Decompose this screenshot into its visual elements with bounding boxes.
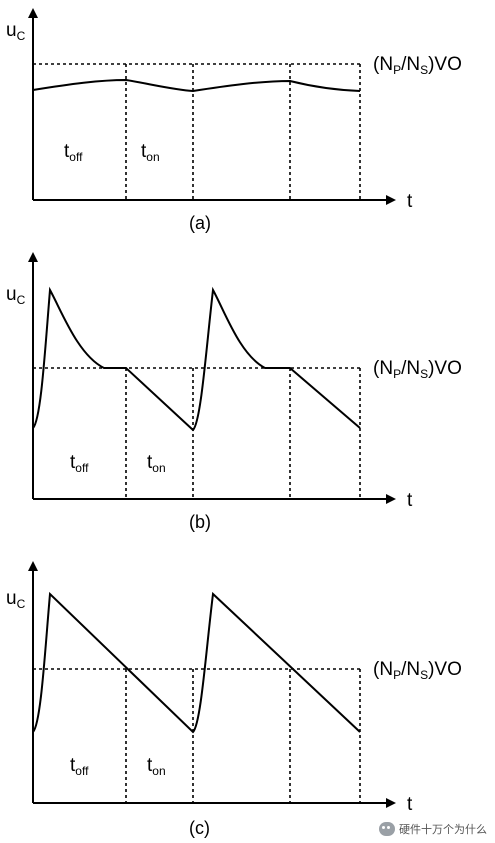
reference-level-label: (NP/NS)VO — [373, 358, 462, 381]
panel-caption: (a) — [189, 213, 211, 233]
panel-c: uC t (NP/NS)VO toff ton (c) — [6, 561, 462, 838]
phase-label-on: ton — [147, 452, 166, 475]
panel-b: uC t (NP/NS)VO toff ton (b) — [6, 252, 462, 532]
reference-level-label: (NP/NS)VO — [373, 659, 462, 682]
capacitor-voltage-waveform — [32, 591, 361, 734]
x-axis-label: t — [407, 794, 413, 815]
panel-caption: (b) — [189, 512, 211, 532]
y-axis-label: uC — [6, 588, 26, 611]
capacitor-voltage-waveform — [32, 286, 361, 432]
panel-caption: (c) — [189, 818, 210, 838]
phase-label-off: toff — [70, 452, 89, 475]
phase-label-on: ton — [141, 141, 160, 164]
capacitor-voltage-waveform — [32, 78, 361, 93]
y-axis-label: uC — [6, 284, 26, 307]
phase-label-off: toff — [64, 141, 83, 164]
panel-a: uC t (NP/NS)VO toff ton (a) — [6, 8, 462, 233]
x-axis-label: t — [407, 490, 413, 511]
watermark-text: 硬件十万个为什么 — [399, 823, 487, 836]
x-axis-label: t — [407, 191, 413, 212]
phase-label-on: ton — [147, 755, 166, 778]
y-axis-label: uC — [6, 20, 26, 43]
wechat-bubble-icon — [379, 822, 395, 836]
reference-level-label: (NP/NS)VO — [373, 54, 462, 77]
watermark: 硬件十万个为什么 — [379, 821, 487, 837]
phase-label-off: toff — [70, 755, 89, 778]
